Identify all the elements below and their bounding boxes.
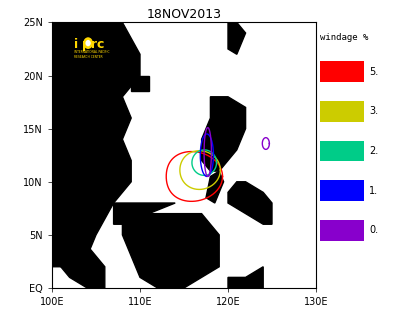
Text: 1.: 1. xyxy=(370,186,378,196)
Polygon shape xyxy=(114,203,175,224)
Circle shape xyxy=(86,40,91,46)
Polygon shape xyxy=(122,214,219,288)
Bar xyxy=(320,101,364,122)
Polygon shape xyxy=(52,235,105,288)
Text: 5.: 5. xyxy=(370,67,379,77)
Text: 3.: 3. xyxy=(370,106,378,116)
Text: i: i xyxy=(74,38,78,51)
Text: prc: prc xyxy=(82,38,104,51)
Title: 18NOV2013: 18NOV2013 xyxy=(146,8,222,21)
Polygon shape xyxy=(131,76,149,92)
Polygon shape xyxy=(228,182,272,224)
Text: windage %: windage % xyxy=(320,33,368,42)
Text: 0.: 0. xyxy=(370,225,378,236)
Bar xyxy=(320,141,364,161)
Polygon shape xyxy=(202,97,246,171)
Polygon shape xyxy=(206,171,224,203)
Bar xyxy=(320,180,364,201)
Polygon shape xyxy=(228,22,246,54)
Bar xyxy=(320,220,364,241)
Polygon shape xyxy=(52,22,140,267)
Text: INTERNATIONAL PACIFIC
RESEARCH CENTER: INTERNATIONAL PACIFIC RESEARCH CENTER xyxy=(74,50,110,59)
Text: 2.: 2. xyxy=(370,146,379,156)
Bar xyxy=(320,61,364,82)
Polygon shape xyxy=(228,267,263,299)
Circle shape xyxy=(83,37,93,49)
